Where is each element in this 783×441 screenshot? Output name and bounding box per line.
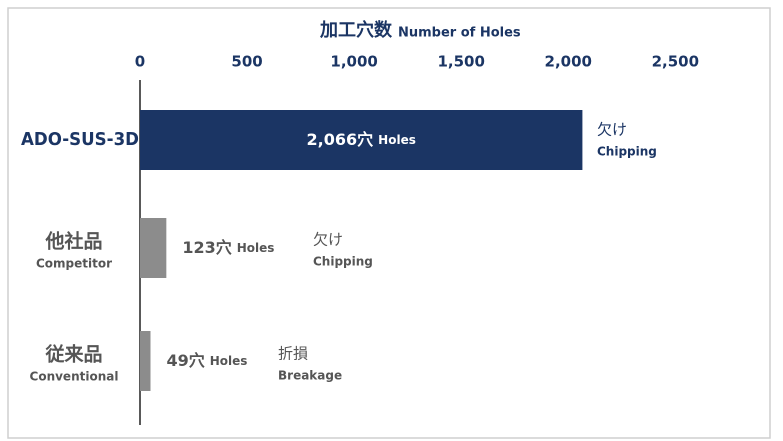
x-tick-label: 1,000 bbox=[330, 53, 377, 71]
category-label: 従来品 bbox=[44, 343, 102, 366]
note-ja: 欠け bbox=[597, 121, 627, 139]
category-sublabel: Competitor bbox=[36, 257, 112, 271]
note-ja: 欠け bbox=[313, 231, 343, 249]
chart-title: 加工穴数 bbox=[319, 19, 393, 41]
bar bbox=[140, 218, 167, 278]
value-label: 49穴 bbox=[166, 351, 204, 370]
x-tick-label: 2,500 bbox=[652, 53, 699, 71]
unit-label: Holes bbox=[210, 354, 248, 368]
unit-label: Holes bbox=[237, 241, 275, 255]
x-tick-label: 0 bbox=[135, 53, 145, 71]
chart-subtitle: Number of Holes bbox=[398, 26, 521, 41]
frame bbox=[7, 7, 771, 439]
value-label-group: 49穴 Holes bbox=[166, 351, 247, 370]
x-tick-label: 2,000 bbox=[545, 53, 592, 71]
category-label: 他社品 bbox=[44, 230, 102, 253]
value-label: 2,066穴 bbox=[307, 130, 374, 149]
value-label-group: 123穴 Holes bbox=[182, 238, 274, 257]
x-tick-label: 500 bbox=[231, 53, 262, 71]
value-label-group: 2,066穴 Holes bbox=[307, 130, 416, 149]
note-en: Chipping bbox=[313, 255, 373, 269]
unit-label: Holes bbox=[378, 133, 416, 147]
note-ja: 折損 bbox=[278, 345, 308, 363]
category-label: ADO-SUS-3D bbox=[21, 129, 139, 150]
bar bbox=[140, 331, 151, 391]
value-label: 123穴 bbox=[182, 238, 231, 257]
note-en: Chipping bbox=[597, 145, 657, 159]
category-sublabel: Conventional bbox=[30, 370, 119, 384]
bar bbox=[140, 110, 583, 170]
note-en: Breakage bbox=[278, 369, 342, 383]
x-tick-label: 1,500 bbox=[437, 53, 484, 71]
